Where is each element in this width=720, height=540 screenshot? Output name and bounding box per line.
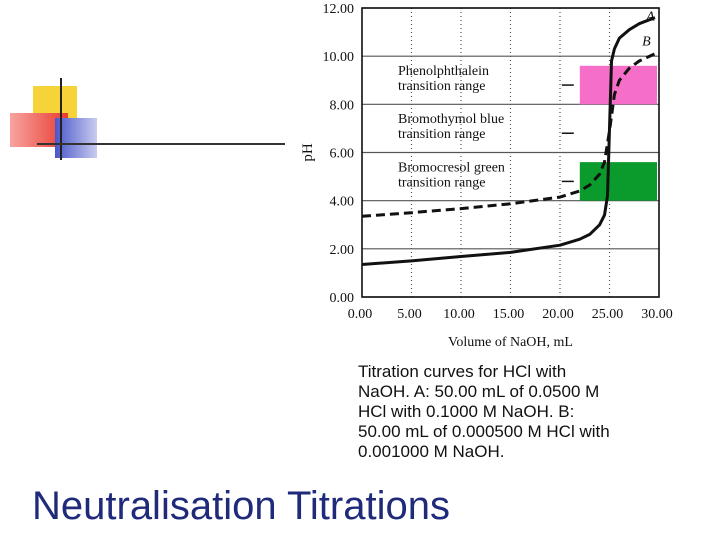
caption-line: 0.001000 M NaOH. [358, 442, 505, 461]
x-tick-label: 20.00 [542, 307, 574, 322]
y-axis-label: pH [300, 143, 316, 162]
curve-label-A: A [645, 9, 655, 24]
band-label: transition range [398, 79, 485, 94]
y-tick-label: 10.00 [323, 50, 355, 65]
caption-line: Titration curves for HCl with [358, 362, 567, 381]
titration-chart: 0.00 2.00 4.00 6.00 8.00 10.00 12.00 0.00 5.00 10… [300, 2, 673, 350]
slide-title: Neutralisation Titrations [32, 484, 450, 528]
deco-vertical-line [60, 78, 62, 160]
deco-horizontal-line [37, 143, 285, 145]
x-tick-label: 0.00 [348, 307, 373, 322]
band-label: Bromothymol blue [398, 112, 504, 127]
x-tick-label: 30.00 [641, 307, 673, 322]
y-tick-label: 6.00 [330, 147, 355, 162]
figure-caption: Titration curves for HCl with NaOH. A: 5… [358, 362, 668, 462]
indicator-band [579, 162, 657, 201]
x-tick-label: 5.00 [397, 307, 422, 322]
y-tick-label: 2.00 [330, 243, 355, 258]
x-tick-label: 15.00 [493, 307, 525, 322]
deco-blue-square [55, 118, 97, 158]
x-tick-label: 10.00 [443, 307, 475, 322]
caption-line: 50.00 mL of 0.000500 M HCl with [358, 422, 610, 441]
series-B-line [361, 52, 656, 218]
band-label: transition range [398, 127, 485, 142]
plot-frame [361, 7, 660, 298]
y-tick-label: 0.00 [330, 291, 355, 306]
y-tick-label: 12.00 [323, 2, 355, 17]
band-label: Phenolphthalein [398, 64, 489, 79]
band-label: transition range [398, 175, 485, 190]
y-tick-label: 8.00 [330, 98, 355, 113]
series-A-line [361, 16, 656, 266]
x-tick-label: 25.00 [592, 307, 624, 322]
band-label: Bromocresol green [398, 160, 505, 175]
caption-line: HCl with 0.1000 M NaOH. B: [358, 402, 575, 421]
curve-label-B: B [642, 35, 651, 50]
y-tick-label: 4.00 [330, 195, 355, 210]
x-axis-label: Volume of NaOH, mL [448, 335, 573, 350]
caption-line: NaOH. A: 50.00 mL of 0.0500 M [358, 382, 600, 401]
